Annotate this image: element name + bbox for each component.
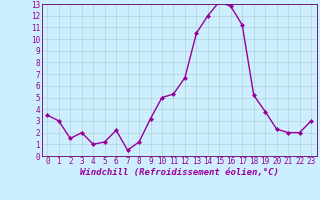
X-axis label: Windchill (Refroidissement éolien,°C): Windchill (Refroidissement éolien,°C)	[80, 168, 279, 177]
